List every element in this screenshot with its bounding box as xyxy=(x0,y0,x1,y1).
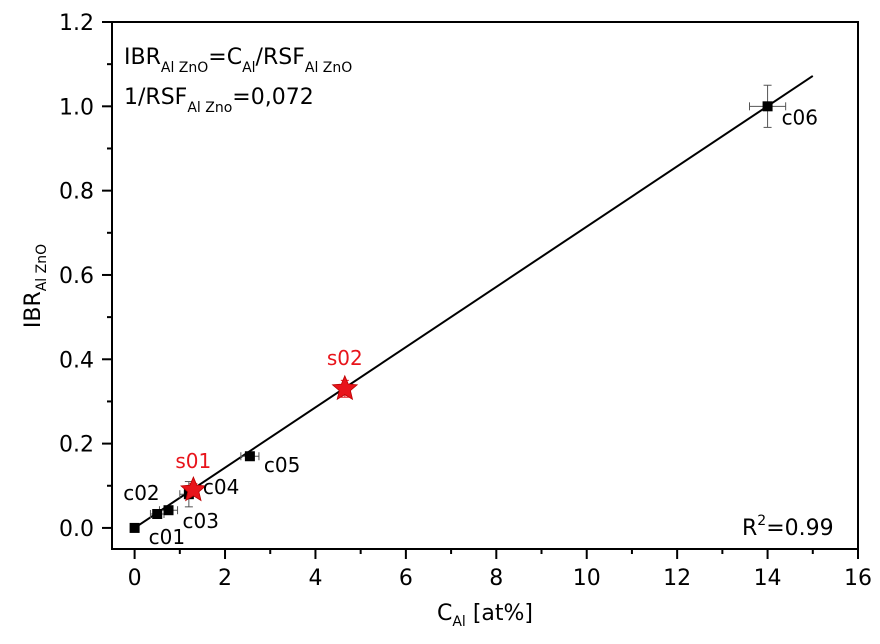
square-marker-c06 xyxy=(762,101,773,112)
y-tick-label: 0.8 xyxy=(59,180,94,205)
y-tick-label: 1.0 xyxy=(59,95,94,120)
x-tick-label: 2 xyxy=(218,566,232,591)
fit-line xyxy=(134,75,814,529)
square-marker-c05 xyxy=(244,451,255,462)
square-marker-c03 xyxy=(163,505,174,516)
star-marker-s02 xyxy=(331,374,359,401)
eq1-eq: =C xyxy=(208,45,242,70)
point-label-c04: c04 xyxy=(203,475,239,499)
plot-frame xyxy=(111,21,859,550)
x-tick-label: 8 xyxy=(489,566,503,591)
eq1-rsf-sub: Al ZnO xyxy=(305,60,352,76)
eq2-pre: 1/RSF xyxy=(124,85,187,110)
eq1-div: /RSF xyxy=(256,45,305,70)
point-label-c05: c05 xyxy=(264,453,300,477)
x-tick-label: 16 xyxy=(844,566,872,591)
point-label-c01: c01 xyxy=(149,525,185,549)
x-title-unit: [at%] xyxy=(466,601,533,626)
eq1-lhs-sub: Al ZnO xyxy=(161,60,208,76)
r2-val: =0.99 xyxy=(766,516,833,541)
point-label-s01: s01 xyxy=(175,449,211,473)
x-title-main: C xyxy=(437,601,452,626)
y-tick-label: 0.6 xyxy=(59,264,94,289)
point-label-c03: c03 xyxy=(183,509,219,533)
y-axis-title: IBRAl ZnO xyxy=(21,244,50,328)
y-title-sub: Al ZnO xyxy=(34,244,50,291)
eq1-lhs: IBR xyxy=(124,45,161,70)
point-label-c02: c02 xyxy=(123,481,159,505)
tick-labels: 0 2 4 6 8 10 12 14 16 0.0 0.2 0.4 0.6 0.8 1.0 1.2 xyxy=(59,11,872,591)
data-markers xyxy=(129,101,773,533)
square-marker-c02 xyxy=(152,509,163,520)
x-tick-label: 0 xyxy=(128,566,142,591)
point-labels: c01 c02 c03 c04 c05 c06 s01 s02 xyxy=(123,105,818,549)
equation-rsf: 1/RSFAl Zno=0,072 xyxy=(124,85,314,116)
eq2-post: =0,072 xyxy=(232,85,313,110)
r2-base: R xyxy=(742,516,757,541)
x-tick-label: 12 xyxy=(663,566,691,591)
y-tick-label: 0.0 xyxy=(59,517,94,542)
y-tick-label: 0.2 xyxy=(59,433,94,458)
eq2-sub: Al Zno xyxy=(187,100,232,116)
x-axis-title: CAl [at%] xyxy=(437,601,533,630)
x-tick-label: 10 xyxy=(573,566,601,591)
r-squared: R2=0.99 xyxy=(742,513,834,541)
point-label-s02: s02 xyxy=(327,346,363,370)
square-marker-c01 xyxy=(129,522,140,533)
y-title-main: IBR xyxy=(21,291,46,328)
x-title-sub: Al xyxy=(452,614,465,630)
r2-sup: 2 xyxy=(757,513,766,529)
star-marker-s01 xyxy=(180,475,207,502)
eq1-c-sub: Al xyxy=(242,60,255,76)
x-tick-label: 4 xyxy=(308,566,322,591)
equation-ibr: IBRAl ZnO=CAl/RSFAl ZnO xyxy=(124,45,352,76)
x-tick-label: 14 xyxy=(754,566,782,591)
x-tick-label: 6 xyxy=(399,566,413,591)
y-tick-label: 0.4 xyxy=(59,348,94,373)
point-label-c06: c06 xyxy=(782,105,818,129)
axis-ticks xyxy=(102,21,859,559)
y-tick-label: 1.2 xyxy=(59,11,94,36)
